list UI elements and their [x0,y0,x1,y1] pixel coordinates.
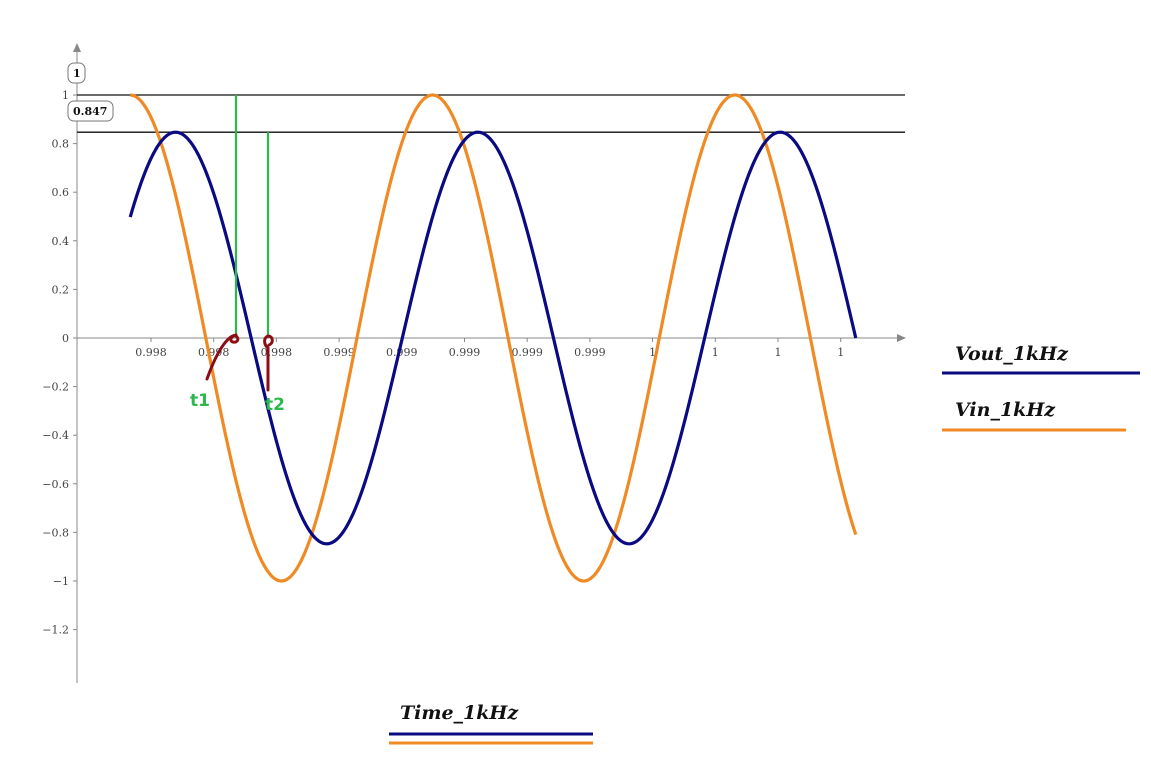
x-tick-label: 1 [837,346,844,359]
y-tick-label: 0 [62,332,69,345]
legend-x[interactable]: Time_1kHz [389,702,593,745]
marker-lines: 1 0.847 [67,62,905,133]
x-axis-label: Time_1kHz [400,702,519,724]
marker-label: 1 [73,67,81,80]
y-tick-label: −0.2 [42,381,69,394]
annotation-t2: t2 [265,395,285,415]
y-tick-label: −0.4 [42,429,69,442]
legend-label-vin: Vin_1kHz [955,399,1056,421]
hand-mark-t1 [205,333,240,381]
x-tick-label: 0.999 [386,346,418,359]
axes: 1 0.8 0.6 0.4 0.2 0 −0.2 −0.4 −0.6 −0.8 −1 −1.2 0.99… [42,43,906,683]
x-tick-label: 1 [712,346,719,359]
x-tick-label: 1 [775,346,782,359]
y-axis-arrow [73,43,81,52]
x-tick-label: 0.999 [323,346,355,359]
marker-label-box [67,100,114,122]
x-tick-label: 0.998 [135,346,167,359]
x-tick-label: 1 [649,346,656,359]
x-tick-label: 0.999 [574,346,606,359]
y-tick-label: 0.4 [52,235,70,248]
hand-mark-t2 [263,334,274,392]
marker-label: 0.847 [73,105,107,118]
x-tick-label: 0.998 [261,346,293,359]
series-lines [128,93,858,583]
y-tick-label: 1 [62,89,69,102]
annotation-t1: t1 [190,391,210,411]
legend-label-vout: Vout_1kHz [955,343,1069,365]
guide-lines: t1 t2 [190,95,285,415]
legend-y[interactable]: Vout_1kHz Vin_1kHz [942,343,1140,432]
y-tick-label: 0.6 [52,186,70,199]
series-line-vin_1khz [130,93,858,583]
y-tick-label: −1 [53,575,69,588]
marker-label-box [67,62,86,84]
x-axis-arrow [897,334,906,342]
hand-annotations [205,333,274,392]
x-tick-label: 0.998 [198,346,230,359]
y-tick-label: −0.8 [42,526,69,539]
y-tick-label: 0.2 [52,283,70,296]
y-tick-label: −1.2 [42,624,69,637]
y-tick-label: −0.6 [42,478,69,491]
series-line-vout_1khz [128,130,858,546]
x-tick-label: 0.999 [449,346,481,359]
y-tick-label: 0.8 [52,138,70,151]
x-tick-label: 0.999 [511,346,543,359]
